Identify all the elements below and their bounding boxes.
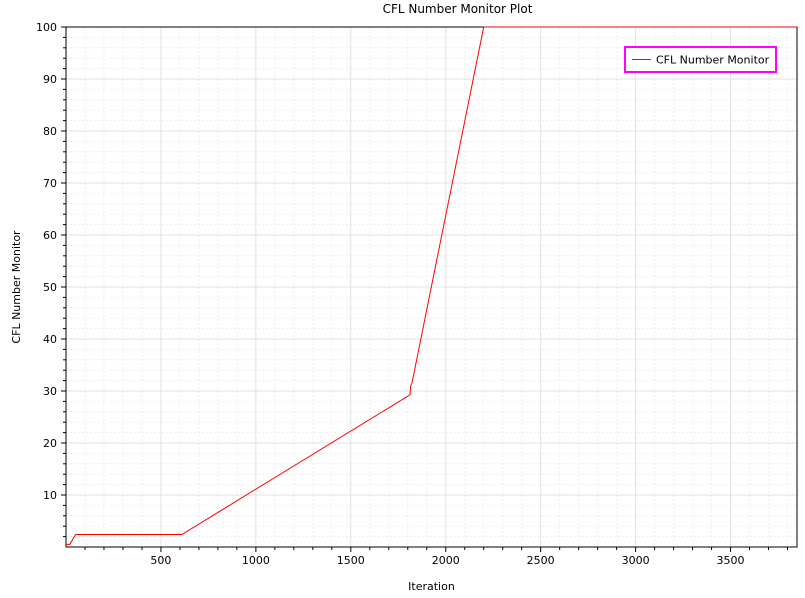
chart-title: CFL Number Monitor Plot — [383, 2, 533, 16]
x-tick-label: 3500 — [717, 554, 745, 567]
y-tick-label: 10 — [43, 489, 57, 502]
series-line-cfl-number-monitor — [66, 26, 797, 545]
y-tick-label: 80 — [43, 125, 57, 138]
y-axis-label: CFL Number Monitor — [10, 230, 23, 344]
x-tick-label: 2500 — [527, 554, 555, 567]
legend-label: CFL Number Monitor — [656, 54, 770, 67]
x-tick-label: 2000 — [432, 554, 460, 567]
y-tick-label: 100 — [36, 21, 57, 34]
series-layer — [66, 26, 797, 545]
y-tick-label: 60 — [43, 229, 57, 242]
x-tick-label: 1500 — [337, 554, 365, 567]
x-axis-label: Iteration — [408, 580, 455, 593]
y-tick-label: 20 — [43, 437, 57, 450]
legend[interactable]: CFL Number Monitor — [624, 46, 777, 73]
x-tick-label: 3000 — [622, 554, 650, 567]
axes-layer: 10 20 30 40 50 60 70 80 90 100 500 1000 1500 2000 2500… — [36, 21, 789, 567]
x-tick-label: 1000 — [242, 554, 270, 567]
y-tick-label: 30 — [43, 385, 57, 398]
grid-layer — [66, 26, 797, 547]
y-tick-label: 90 — [43, 73, 57, 86]
y-tick-label: 40 — [43, 333, 57, 346]
x-tick-label: 500 — [150, 554, 171, 567]
y-tick-label: 50 — [43, 281, 57, 294]
y-tick-label: 70 — [43, 177, 57, 190]
